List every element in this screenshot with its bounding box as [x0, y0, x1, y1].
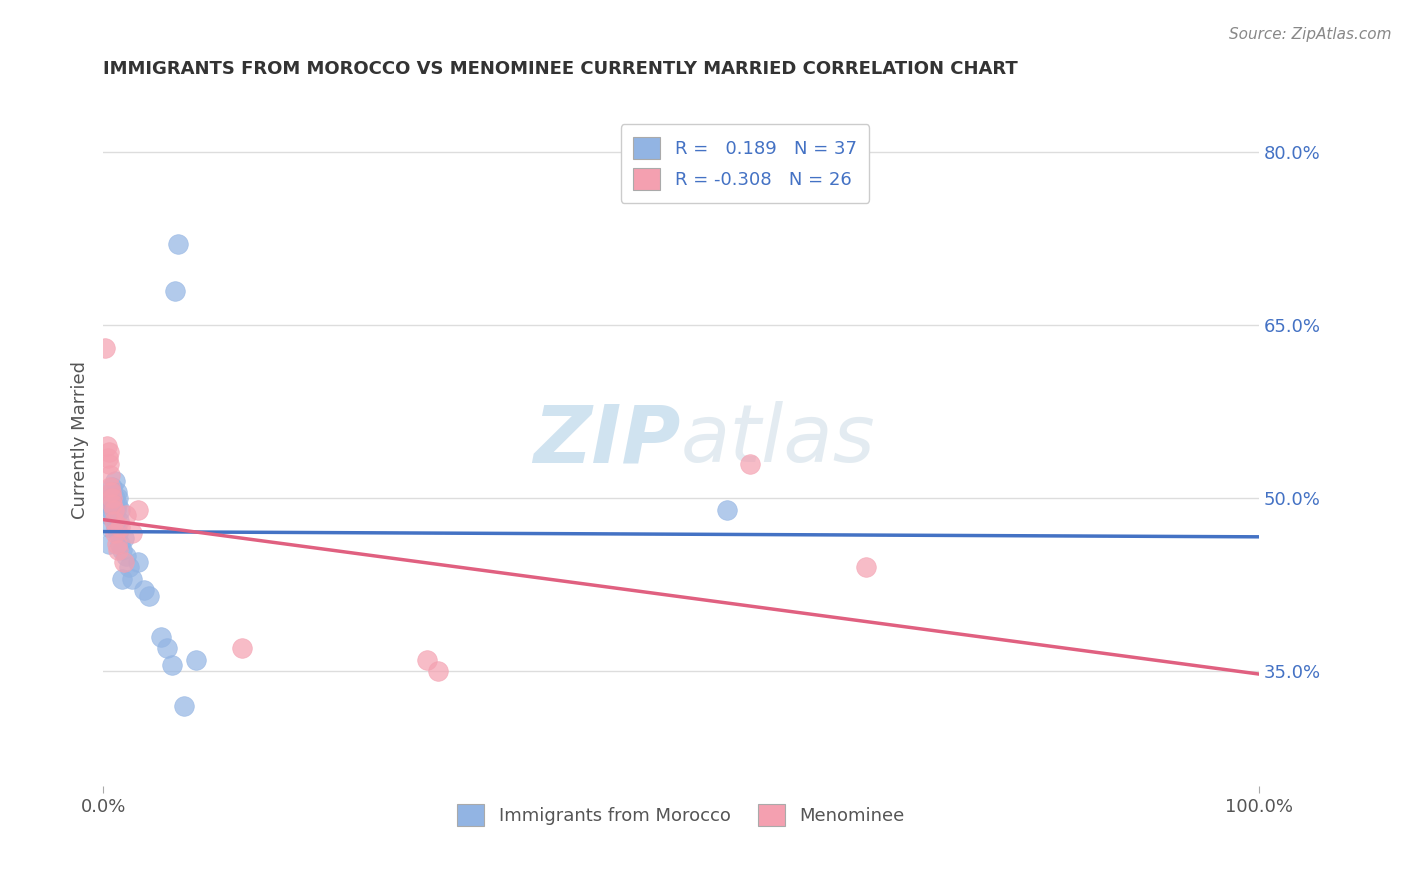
- Point: [104, 491, 127, 505]
- Text: IMMIGRANTS FROM MOROCCO VS MENOMINEE CURRENTLY MARRIED CORRELATION CHART: IMMIGRANTS FROM MOROCCO VS MENOMINEE CUR…: [103, 60, 1018, 78]
- Point: [103, 497, 125, 511]
- Point: [167, 237, 190, 252]
- Point: [127, 502, 149, 516]
- Point: [121, 572, 143, 586]
- Point: [105, 485, 128, 500]
- Point: [96, 439, 118, 453]
- Point: [97, 450, 120, 465]
- Point: [132, 583, 155, 598]
- Point: [184, 652, 207, 666]
- Point: [415, 652, 437, 666]
- Point: [127, 555, 149, 569]
- Point: [716, 502, 738, 516]
- Point: [149, 630, 172, 644]
- Point: [110, 543, 132, 558]
- Point: [104, 474, 127, 488]
- Point: [97, 520, 120, 534]
- Point: [103, 514, 125, 528]
- Legend: Immigrants from Morocco, Menominee: Immigrants from Morocco, Menominee: [450, 797, 911, 833]
- Point: [101, 497, 124, 511]
- Point: [112, 532, 135, 546]
- Point: [97, 445, 120, 459]
- Point: [100, 485, 122, 500]
- Point: [101, 491, 124, 505]
- Point: [94, 341, 117, 355]
- Point: [855, 560, 877, 574]
- Point: [107, 491, 129, 505]
- Point: [104, 520, 127, 534]
- Point: [98, 491, 121, 505]
- Point: [156, 641, 179, 656]
- Point: [110, 520, 132, 534]
- Point: [97, 508, 120, 523]
- Point: [107, 525, 129, 540]
- Point: [110, 537, 132, 551]
- Point: [107, 543, 129, 558]
- Point: [231, 641, 253, 656]
- Point: [173, 698, 195, 713]
- Point: [98, 480, 121, 494]
- Point: [112, 555, 135, 569]
- Text: atlas: atlas: [681, 401, 876, 480]
- Point: [163, 284, 186, 298]
- Point: [115, 549, 138, 563]
- Point: [101, 485, 124, 500]
- Point: [117, 560, 139, 574]
- Point: [110, 502, 132, 516]
- Point: [97, 497, 120, 511]
- Point: [105, 537, 128, 551]
- Text: Source: ZipAtlas.com: Source: ZipAtlas.com: [1229, 27, 1392, 42]
- Text: ZIP: ZIP: [533, 401, 681, 480]
- Point: [97, 457, 120, 471]
- Point: [162, 658, 184, 673]
- Point: [427, 664, 450, 678]
- Point: [115, 508, 138, 523]
- Point: [740, 457, 762, 471]
- Point: [97, 537, 120, 551]
- Point: [121, 525, 143, 540]
- Point: [101, 480, 124, 494]
- Point: [105, 497, 128, 511]
- Point: [104, 502, 127, 516]
- Point: [104, 525, 127, 540]
- Point: [100, 502, 122, 516]
- Point: [98, 468, 121, 483]
- Point: [108, 514, 131, 528]
- Point: [138, 589, 160, 603]
- Point: [110, 572, 132, 586]
- Point: [103, 502, 125, 516]
- Y-axis label: Currently Married: Currently Married: [72, 361, 89, 519]
